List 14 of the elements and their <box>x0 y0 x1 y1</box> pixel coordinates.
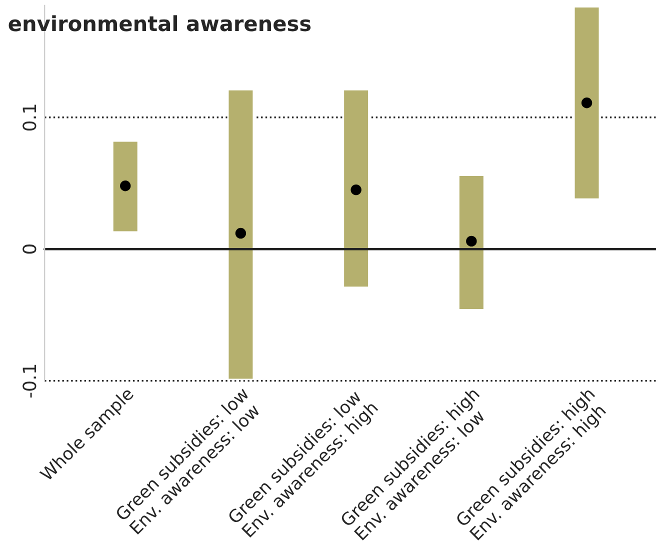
bar <box>458 174 485 310</box>
chart-title: environmental awareness <box>8 15 311 32</box>
y-tick-label: -0.1 <box>22 364 36 398</box>
bar <box>342 89 370 288</box>
point <box>235 228 246 239</box>
bar <box>573 6 600 200</box>
point <box>350 184 362 196</box>
point <box>466 236 477 247</box>
y-tick-label: 0 <box>22 244 36 254</box>
bar <box>227 89 254 380</box>
y-tick-label: 0.1 <box>22 104 36 131</box>
point <box>120 180 131 192</box>
bar <box>112 140 139 233</box>
point <box>581 98 592 108</box>
